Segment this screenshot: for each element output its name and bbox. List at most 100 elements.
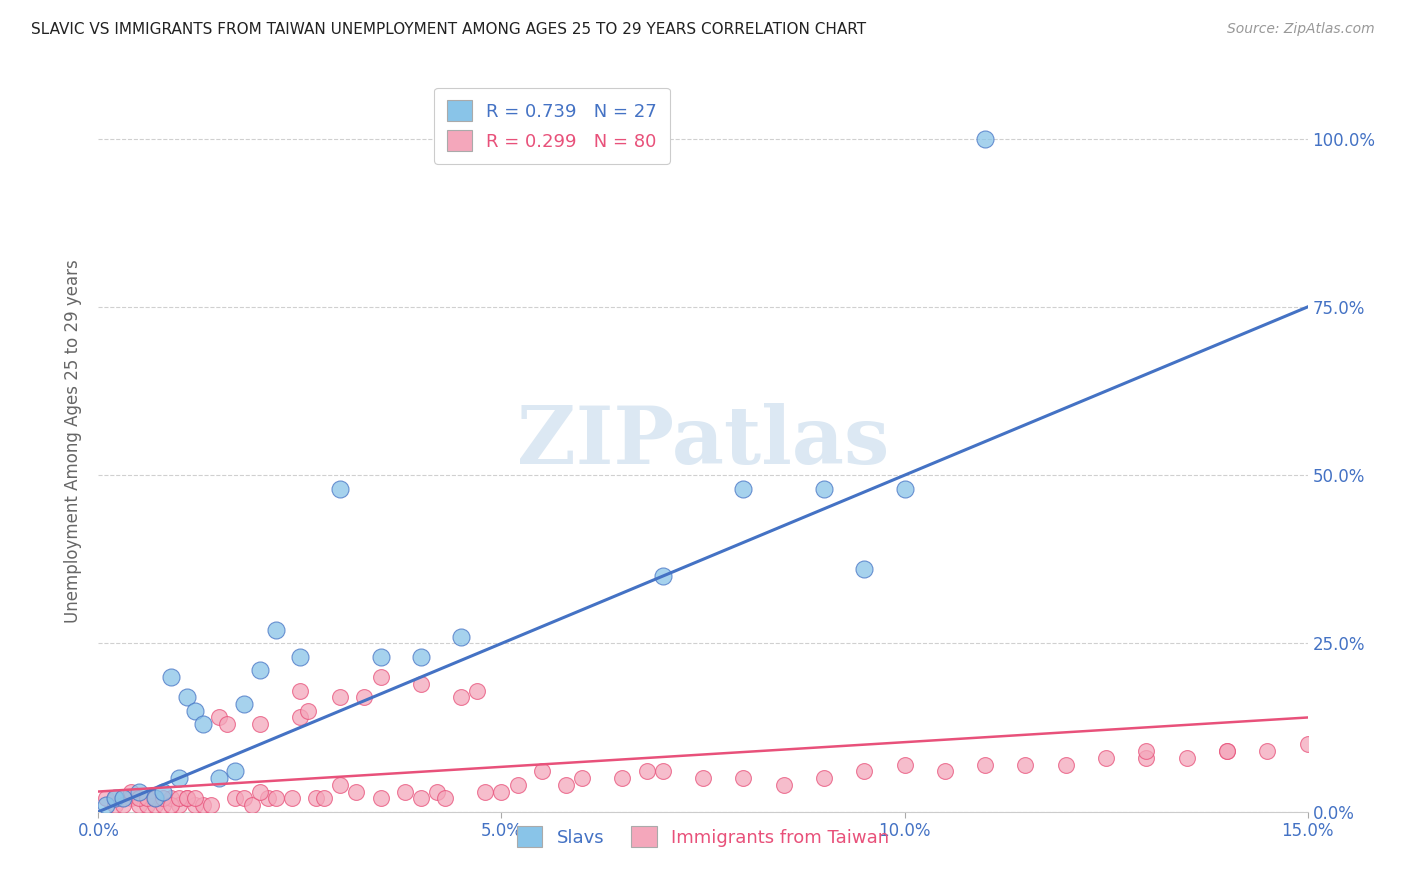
Text: SLAVIC VS IMMIGRANTS FROM TAIWAN UNEMPLOYMENT AMONG AGES 25 TO 29 YEARS CORRELAT: SLAVIC VS IMMIGRANTS FROM TAIWAN UNEMPLO… (31, 22, 866, 37)
Point (249, 664, 271, 678)
Point (813, 482, 835, 496)
Point (853, 562, 876, 576)
Point (281, 791, 304, 805)
Point (193, 797, 215, 812)
Point (224, 764, 246, 779)
Point (1135, 751, 1157, 765)
Point (474, 784, 496, 798)
Point (256, 791, 278, 805)
Point (240, 797, 263, 812)
Point (612, 771, 634, 785)
Point (128, 797, 150, 812)
Point (193, 717, 215, 731)
Point (651, 764, 673, 779)
Point (224, 791, 246, 805)
Point (217, 717, 239, 731)
Point (344, 784, 367, 798)
Point (1175, 751, 1198, 765)
Point (426, 784, 449, 798)
Point (305, 791, 328, 805)
Point (111, 791, 134, 805)
Point (329, 690, 352, 705)
Point (135, 797, 157, 812)
Point (692, 771, 714, 785)
Point (893, 482, 915, 496)
Point (409, 677, 432, 691)
Point (1054, 757, 1077, 772)
Point (465, 683, 488, 698)
Point (974, 131, 997, 145)
Point (143, 791, 166, 805)
Point (160, 670, 183, 684)
Point (232, 791, 254, 805)
Y-axis label: Unemployment Among Ages 25 to 29 years: Unemployment Among Ages 25 to 29 years (65, 260, 83, 624)
Point (152, 791, 174, 805)
Point (394, 784, 416, 798)
Point (370, 791, 392, 805)
Point (434, 791, 457, 805)
Point (103, 791, 125, 805)
Point (111, 791, 134, 805)
Point (772, 778, 794, 792)
Point (96, 797, 118, 812)
Point (167, 797, 190, 812)
Point (450, 690, 472, 705)
Text: Source: ZipAtlas.com: Source: ZipAtlas.com (1227, 22, 1375, 37)
Point (571, 771, 593, 785)
Point (143, 791, 166, 805)
Point (160, 791, 183, 805)
Point (111, 797, 134, 812)
Point (103, 791, 125, 805)
Point (636, 764, 658, 779)
Point (264, 623, 287, 637)
Point (353, 690, 375, 705)
Point (297, 704, 319, 718)
Point (135, 791, 157, 805)
Point (120, 784, 142, 798)
Point (152, 797, 174, 812)
Point (184, 797, 207, 812)
Point (176, 791, 198, 805)
Point (128, 791, 150, 805)
Point (176, 791, 198, 805)
Point (249, 717, 271, 731)
Point (1256, 744, 1278, 758)
Point (1014, 757, 1036, 772)
Point (249, 784, 271, 798)
Point (176, 690, 198, 705)
Point (167, 771, 190, 785)
Point (450, 630, 472, 644)
Point (651, 569, 673, 583)
Point (370, 670, 392, 684)
Point (184, 791, 207, 805)
Point (208, 771, 231, 785)
Point (1296, 738, 1319, 752)
Point (103, 797, 125, 812)
Text: ZIPatlas: ZIPatlas (517, 402, 889, 481)
Point (329, 778, 352, 792)
Point (120, 791, 142, 805)
Point (893, 757, 915, 772)
Point (232, 697, 254, 711)
Point (288, 649, 311, 664)
Point (96, 791, 118, 805)
Point (1095, 751, 1118, 765)
Legend: Slavs, Immigrants from Taiwan: Slavs, Immigrants from Taiwan (509, 819, 897, 855)
Point (934, 764, 956, 779)
Point (1216, 744, 1239, 758)
Point (184, 704, 207, 718)
Point (200, 797, 222, 812)
Point (314, 791, 336, 805)
Point (733, 482, 755, 496)
Point (506, 778, 529, 792)
Point (409, 649, 432, 664)
Point (152, 784, 174, 798)
Point (853, 764, 876, 779)
Point (813, 771, 835, 785)
Point (555, 778, 578, 792)
Point (1216, 744, 1239, 758)
Point (329, 482, 352, 496)
Point (491, 784, 513, 798)
Point (128, 784, 150, 798)
Point (974, 757, 997, 772)
